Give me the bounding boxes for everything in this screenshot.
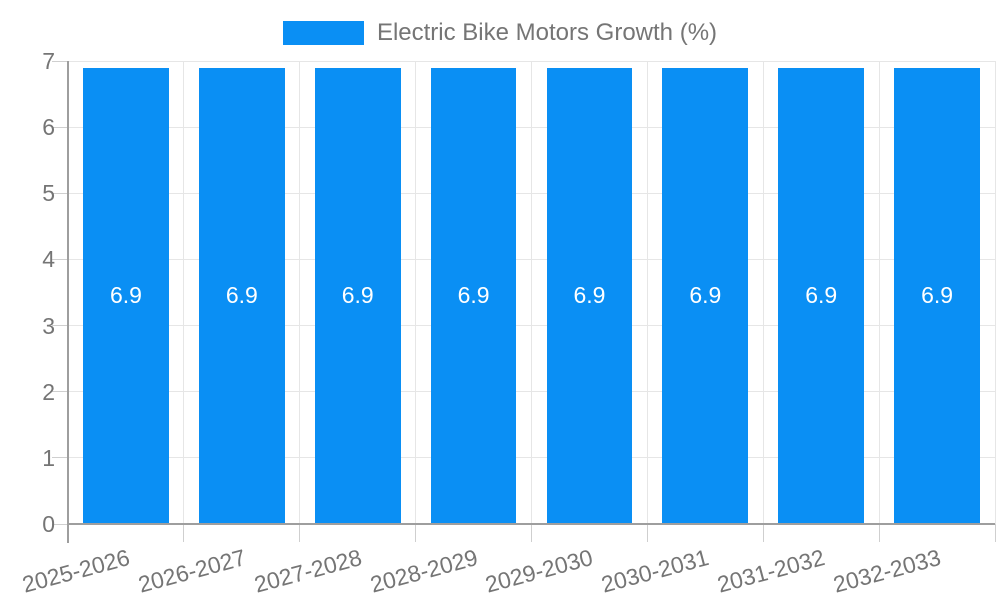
bar-value-label: 6.9 bbox=[341, 282, 374, 309]
x-tick-label: 2028-2029 bbox=[367, 544, 481, 598]
bar-value-label: 6.9 bbox=[805, 282, 838, 309]
x-axis-line bbox=[68, 523, 995, 525]
x-gridline bbox=[531, 61, 532, 524]
x-tick-label: 2026-2027 bbox=[135, 544, 249, 598]
bar-value-label: 6.9 bbox=[109, 282, 142, 309]
x-tick-label: 2031-2032 bbox=[714, 544, 828, 598]
y-tick bbox=[52, 457, 68, 459]
x-tick bbox=[183, 524, 185, 542]
bar-value-label: 6.9 bbox=[573, 282, 606, 309]
y-tick bbox=[52, 258, 68, 260]
bar-value-label: 6.9 bbox=[457, 282, 490, 309]
y-tick-label: 7 bbox=[42, 48, 55, 74]
x-tick bbox=[878, 524, 880, 542]
y-tick-label: 1 bbox=[42, 444, 55, 471]
bar-2030-2031[interactable]: 6.9 bbox=[662, 67, 749, 524]
bar-value-label: 6.9 bbox=[225, 282, 258, 309]
chart-legend[interactable]: Electric Bike Motors Growth (%) bbox=[0, 19, 1000, 47]
x-tick bbox=[531, 524, 532, 542]
y-tick bbox=[52, 60, 68, 62]
legend-swatch bbox=[282, 21, 364, 45]
bar-2027-2028[interactable]: 6.9 bbox=[314, 67, 401, 524]
legend-label: Electric Bike Motors Growth (%) bbox=[376, 19, 718, 46]
y-tick bbox=[52, 391, 68, 393]
y-tick-label: 2 bbox=[42, 378, 55, 405]
x-tick-label: 2025-2026 bbox=[19, 544, 133, 598]
y-tick bbox=[52, 192, 68, 194]
x-tick bbox=[994, 524, 996, 542]
y-tick-label: 3 bbox=[42, 312, 55, 339]
bar-2031-2032[interactable]: 6.9 bbox=[778, 67, 865, 524]
bar-2025-2026[interactable]: 6.9 bbox=[83, 67, 169, 524]
y-tick-label: 6 bbox=[42, 114, 55, 141]
x-tick-label: 2032-2033 bbox=[830, 544, 944, 598]
x-tick bbox=[415, 524, 417, 542]
y-tick-label: 4 bbox=[42, 246, 55, 273]
bar-2026-2027[interactable]: 6.9 bbox=[198, 67, 285, 524]
bar-2032-2033[interactable]: 6.9 bbox=[894, 67, 980, 524]
x-tick bbox=[646, 524, 648, 542]
y-tick-label: 0 bbox=[42, 511, 55, 537]
x-gridline bbox=[646, 61, 648, 524]
y-tick bbox=[52, 126, 68, 128]
x-tick bbox=[762, 524, 764, 542]
x-gridline bbox=[878, 61, 880, 524]
bar-value-label: 6.9 bbox=[921, 282, 954, 309]
y-tick-label: 5 bbox=[42, 180, 55, 207]
x-gridline bbox=[762, 61, 764, 524]
y-tick bbox=[52, 325, 68, 327]
x-gridline bbox=[299, 61, 301, 524]
bar-value-label: 6.9 bbox=[689, 282, 722, 309]
x-tick-label: 2029-2030 bbox=[482, 544, 596, 598]
x-tick-label: 2027-2028 bbox=[251, 544, 365, 598]
x-gridline bbox=[994, 61, 996, 524]
x-gridline bbox=[415, 61, 417, 524]
x-gridline bbox=[183, 61, 185, 524]
y-tick bbox=[52, 523, 68, 525]
y-axis-line bbox=[67, 61, 69, 543]
x-tick bbox=[299, 524, 301, 542]
x-tick-label: 2030-2031 bbox=[598, 544, 712, 598]
bar-2029-2030[interactable]: 6.9 bbox=[546, 67, 633, 524]
bar-2028-2029[interactable]: 6.9 bbox=[430, 67, 517, 524]
